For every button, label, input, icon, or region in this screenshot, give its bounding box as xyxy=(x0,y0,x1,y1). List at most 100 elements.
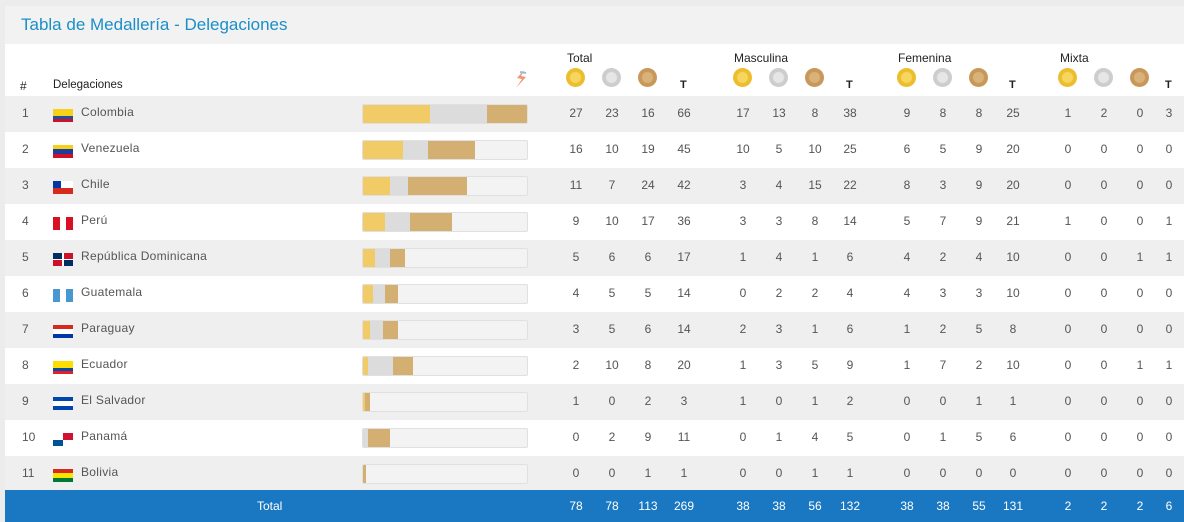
bronze-segment xyxy=(382,321,398,339)
totals-mix-total-cell: 6 xyxy=(1165,499,1173,513)
total-gold-cell: 16 xyxy=(569,142,583,156)
country-name[interactable]: Venezuela xyxy=(81,141,140,155)
total-gold-cell: 0 xyxy=(572,430,580,444)
country-name[interactable]: Colombia xyxy=(81,105,135,119)
country-name[interactable]: Panamá xyxy=(81,429,128,443)
rank-cell: 2 xyxy=(22,142,29,156)
rank-cell: 6 xyxy=(22,286,29,300)
fem-bronze-cell: 0 xyxy=(975,466,983,480)
mix-gold-cell: 0 xyxy=(1064,358,1072,372)
masc-gold-cell: 1 xyxy=(739,250,747,264)
masc-bronze-cell: 8 xyxy=(811,214,819,228)
country-name[interactable]: Chile xyxy=(81,177,110,191)
table-row[interactable]: 9 El Salvador 1 0 2 3 1 0 1 2 0 0 1 1 0 0 0 0 xyxy=(5,384,1184,420)
totals-label: Total xyxy=(257,499,283,513)
mix-bronze-cell: 0 xyxy=(1136,214,1144,228)
totals-row: Total 78 78 113 269 38 38 56 132 38 38 55 131 2 2 2 6 xyxy=(5,490,1184,522)
medal-distribution-bar xyxy=(362,248,528,268)
total-column-header: T xyxy=(846,79,853,91)
fem-gold-cell: 4 xyxy=(903,286,911,300)
mix-bronze-cell: 0 xyxy=(1136,466,1144,480)
gold-segment xyxy=(363,105,431,123)
masc-bronze-cell: 10 xyxy=(808,142,822,156)
mix-silver-cell: 0 xyxy=(1100,430,1108,444)
silver-segment xyxy=(430,105,488,123)
country-name[interactable]: República Dominicana xyxy=(81,249,208,263)
masc-gold-cell: 1 xyxy=(739,394,747,408)
masc-total-cell: 14 xyxy=(843,214,857,228)
games-logo-icon xyxy=(516,70,527,88)
fem-bronze-cell: 9 xyxy=(975,178,983,192)
country-name[interactable]: Guatemala xyxy=(81,285,143,299)
mix-total-cell: 0 xyxy=(1165,286,1173,300)
masc-silver-cell: 2 xyxy=(775,286,783,300)
mix-silver-cell: 0 xyxy=(1100,466,1108,480)
table-row[interactable]: 7 Paraguay 3 5 6 14 2 3 1 6 1 2 5 8 0 0 0 0 xyxy=(5,312,1184,348)
total-bronze-cell: 8 xyxy=(644,358,652,372)
bronze-medal-icon xyxy=(805,68,824,87)
mix-gold-cell: 1 xyxy=(1064,106,1072,120)
bronze-segment xyxy=(407,177,468,195)
total-silver-cell: 5 xyxy=(608,322,616,336)
total-total-cell: 66 xyxy=(677,106,691,120)
gold-medal-icon xyxy=(1058,68,1077,87)
bolivia-flag-icon xyxy=(53,469,73,482)
mix-bronze-cell: 0 xyxy=(1136,286,1144,300)
masc-total-cell: 2 xyxy=(846,394,854,408)
table-row[interactable]: 8 Ecuador 2 10 8 20 1 3 5 9 1 7 2 10 0 0 1 1 xyxy=(5,348,1184,384)
fem-silver-cell: 3 xyxy=(939,286,947,300)
country-name[interactable]: Ecuador xyxy=(81,357,128,371)
group-header-total: Total xyxy=(567,51,593,65)
country-name[interactable]: Bolivia xyxy=(81,465,119,479)
fem-gold-cell: 0 xyxy=(903,466,911,480)
country-name[interactable]: Perú xyxy=(81,213,108,227)
table-row[interactable]: 4 Perú 9 10 17 36 3 3 8 14 5 7 9 21 1 0 0 1 xyxy=(5,204,1184,240)
table-row[interactable]: 10 Panamá 0 2 9 11 0 1 4 5 0 1 5 6 0 0 0 0 xyxy=(5,420,1184,456)
table-row[interactable]: 2 Venezuela 16 10 19 45 10 5 10 25 6 5 9 20 0 0 0 0 xyxy=(5,132,1184,168)
totals-fem-total-cell: 131 xyxy=(1002,499,1024,513)
masc-total-cell: 1 xyxy=(846,466,854,480)
fem-gold-cell: 1 xyxy=(903,322,911,336)
totals-total-total-cell: 269 xyxy=(673,499,695,513)
total-total-cell: 1 xyxy=(680,466,688,480)
mix-bronze-cell: 0 xyxy=(1136,394,1144,408)
total-gold-cell: 3 xyxy=(572,322,580,336)
fem-silver-cell: 2 xyxy=(939,322,947,336)
total-column-header: T xyxy=(1009,79,1016,91)
silver-segment xyxy=(385,213,411,231)
guatemala-flag-icon xyxy=(53,289,73,302)
table-row[interactable]: 1 Colombia 27 23 16 66 17 13 8 38 9 8 8 25 1 2 0 3 xyxy=(5,96,1184,132)
fem-bronze-cell: 3 xyxy=(975,286,983,300)
silver-medal-icon xyxy=(933,68,952,87)
fem-silver-cell: 1 xyxy=(939,430,947,444)
fem-bronze-cell: 5 xyxy=(975,430,983,444)
totals-mix-gold-cell: 2 xyxy=(1064,499,1072,513)
total-silver-cell: 0 xyxy=(608,466,616,480)
rank-header: # xyxy=(20,79,27,93)
masc-gold-cell: 1 xyxy=(739,358,747,372)
total-silver-cell: 7 xyxy=(608,178,616,192)
mix-total-cell: 0 xyxy=(1165,466,1173,480)
total-total-cell: 11 xyxy=(677,430,691,444)
total-bronze-cell: 17 xyxy=(641,214,655,228)
fem-total-cell: 8 xyxy=(1009,322,1017,336)
totals-fem-gold-cell: 38 xyxy=(900,499,914,513)
masc-bronze-cell: 1 xyxy=(811,394,819,408)
table-row[interactable]: 11 Bolivia 0 0 1 1 0 0 1 1 0 0 0 0 0 0 0 0 xyxy=(5,456,1184,492)
silver-segment xyxy=(402,141,428,159)
mix-silver-cell: 0 xyxy=(1100,214,1108,228)
mix-gold-cell: 0 xyxy=(1064,250,1072,264)
fem-total-cell: 25 xyxy=(1006,106,1020,120)
country-name[interactable]: El Salvador xyxy=(81,393,146,407)
table-row[interactable]: 3 Chile 11 7 24 42 3 4 15 22 8 3 9 20 0 0 0 0 xyxy=(5,168,1184,204)
silver-segment xyxy=(372,285,386,303)
total-total-cell: 20 xyxy=(677,358,691,372)
bronze-segment xyxy=(365,393,371,411)
total-silver-cell: 10 xyxy=(605,214,619,228)
masc-gold-cell: 10 xyxy=(736,142,750,156)
masc-silver-cell: 5 xyxy=(775,142,783,156)
table-row[interactable]: 5 República Dominicana 5 6 6 17 1 4 1 6 4 2 4 10 0 0 1 1 xyxy=(5,240,1184,276)
country-name[interactable]: Paraguay xyxy=(81,321,135,335)
total-silver-cell: 23 xyxy=(605,106,619,120)
table-row[interactable]: 6 Guatemala 4 5 5 14 0 2 2 4 4 3 3 10 0 0 0 0 xyxy=(5,276,1184,312)
